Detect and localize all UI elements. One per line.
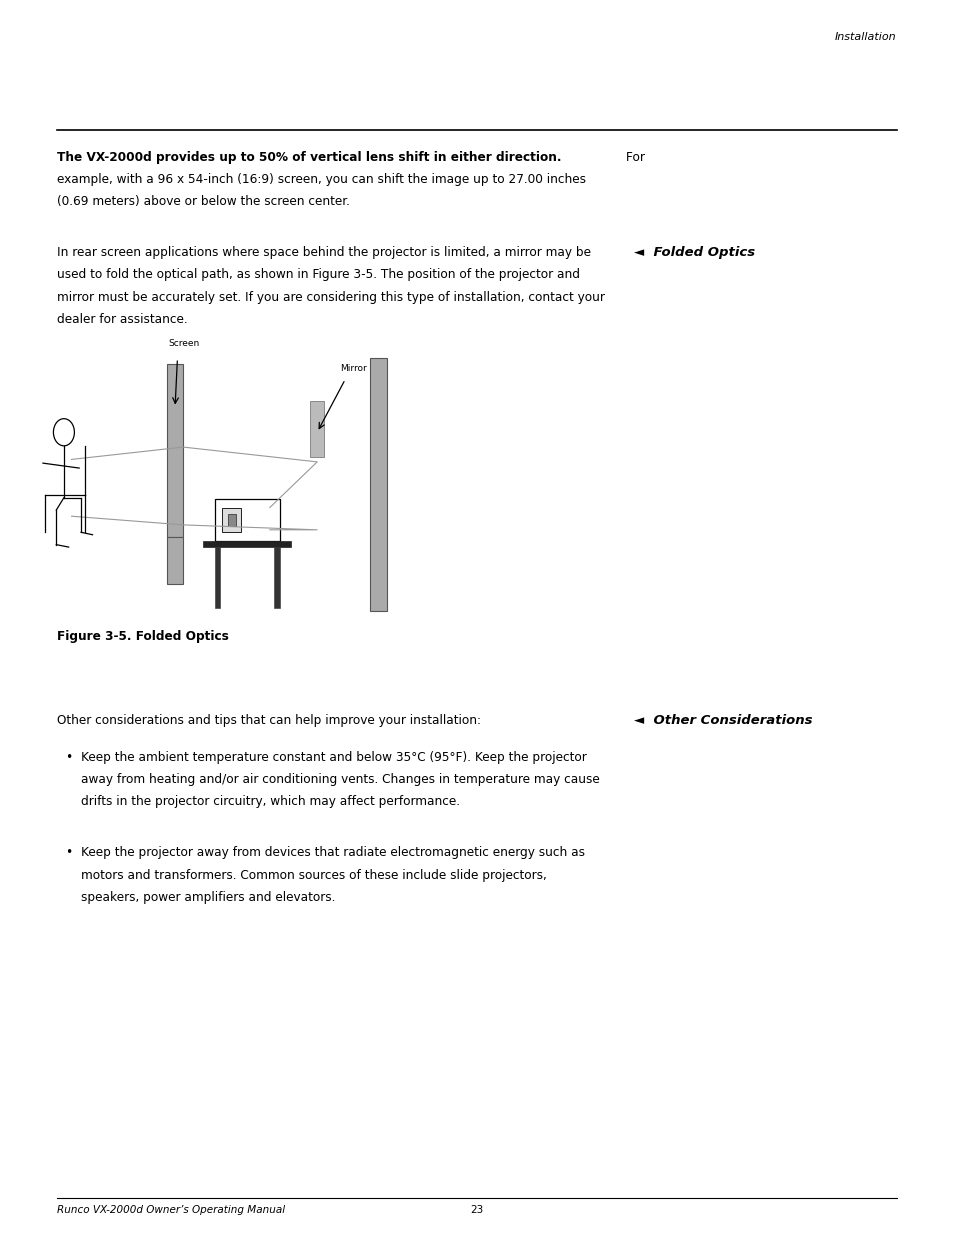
Text: Mirror: Mirror bbox=[340, 364, 367, 373]
Text: example, with a 96 x 54-inch (16:9) screen, you can shift the image up to 27.00 : example, with a 96 x 54-inch (16:9) scre… bbox=[57, 173, 586, 186]
Bar bbox=[228, 514, 235, 526]
Text: speakers, power amplifiers and elevators.: speakers, power amplifiers and elevators… bbox=[81, 890, 335, 904]
Bar bbox=[167, 364, 183, 537]
Text: The VX-2000d provides up to 50% of vertical lens shift in either direction.: The VX-2000d provides up to 50% of verti… bbox=[57, 151, 561, 164]
Text: ◄  Other Considerations: ◄ Other Considerations bbox=[634, 714, 812, 727]
Text: Keep the projector away from devices that radiate electromagnetic energy such as: Keep the projector away from devices tha… bbox=[81, 846, 584, 860]
Text: (0.69 meters) above or below the screen center.: (0.69 meters) above or below the screen … bbox=[57, 195, 350, 209]
Text: Installation: Installation bbox=[834, 32, 896, 42]
Bar bbox=[214, 499, 279, 541]
Text: 23: 23 bbox=[470, 1205, 483, 1215]
Text: used to fold the optical path, as shown in Figure 3-5. The position of the proje: used to fold the optical path, as shown … bbox=[57, 268, 579, 282]
Text: dealer for assistance.: dealer for assistance. bbox=[57, 312, 188, 326]
Text: Runco VX-2000d Owner’s Operating Manual: Runco VX-2000d Owner’s Operating Manual bbox=[57, 1205, 285, 1215]
Text: Other considerations and tips that can help improve your installation:: Other considerations and tips that can h… bbox=[57, 714, 480, 727]
Bar bbox=[222, 508, 241, 532]
Bar bbox=[167, 537, 183, 584]
Text: Screen: Screen bbox=[168, 340, 199, 348]
Text: mirror must be accurately set. If you are considering this type of installation,: mirror must be accurately set. If you ar… bbox=[57, 290, 604, 304]
Bar bbox=[214, 547, 220, 608]
Text: •: • bbox=[65, 751, 72, 764]
Text: •: • bbox=[65, 846, 72, 860]
Text: away from heating and/or air conditioning vents. Changes in temperature may caus: away from heating and/or air conditionin… bbox=[81, 773, 599, 787]
Text: In rear screen applications where space behind the projector is limited, a mirro: In rear screen applications where space … bbox=[57, 246, 591, 259]
Text: motors and transformers. Common sources of these include slide projectors,: motors and transformers. Common sources … bbox=[81, 868, 546, 882]
Text: For: For bbox=[621, 151, 644, 164]
Text: Figure 3-5. Folded Optics: Figure 3-5. Folded Optics bbox=[57, 630, 229, 643]
Text: drifts in the projector circuitry, which may affect performance.: drifts in the projector circuitry, which… bbox=[81, 795, 459, 809]
Bar bbox=[310, 401, 324, 457]
Bar bbox=[274, 547, 279, 608]
Text: Keep the ambient temperature constant and below 35°C (95°F). Keep the projector: Keep the ambient temperature constant an… bbox=[81, 751, 586, 764]
Text: ◄  Folded Optics: ◄ Folded Optics bbox=[634, 246, 755, 259]
Bar bbox=[370, 358, 387, 611]
Bar bbox=[203, 541, 291, 547]
